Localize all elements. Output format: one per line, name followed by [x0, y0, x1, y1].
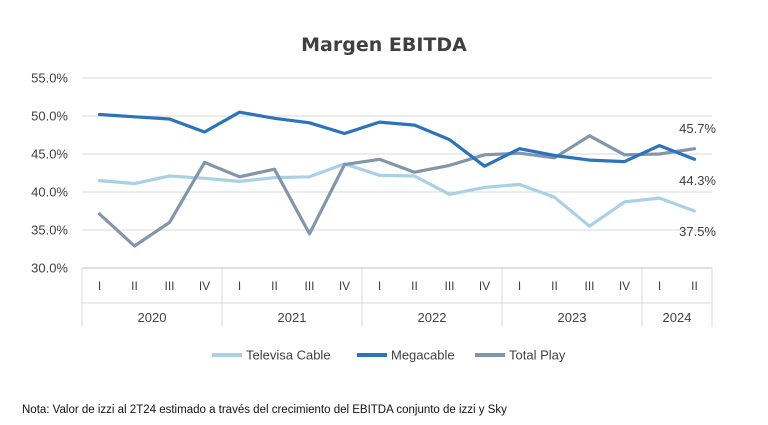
end-value-label: 44.3%: [679, 173, 716, 188]
x-tick-label: I: [518, 279, 521, 293]
y-tick-label: 50.0%: [31, 109, 68, 124]
x-tick-label: I: [98, 279, 101, 293]
year-label: 2023: [558, 310, 587, 325]
x-tick-label: III: [164, 279, 174, 293]
x-tick-label: IV: [619, 279, 630, 293]
series-line-megacable: [97, 110, 697, 168]
x-tick-label: II: [691, 279, 698, 293]
x-tick-label: II: [271, 279, 278, 293]
year-label: 2021: [278, 310, 307, 325]
x-tick-label: III: [444, 279, 454, 293]
year-label: 2024: [663, 310, 692, 325]
chart-title: Margen EBITDA: [301, 34, 467, 56]
x-tick-label: II: [551, 279, 558, 293]
legend-label: Televisa Cable: [246, 348, 331, 363]
x-tick-label: IV: [199, 279, 210, 293]
y-tick-label: 40.0%: [31, 185, 68, 200]
footnote: Nota: Valor de izzi al 2T24 estimado a t…: [22, 404, 507, 416]
y-axis: 30.0% 35.0% 40.0% 45.0% 50.0% 55.0%: [31, 71, 68, 276]
legend: Televisa Cable Megacable Total Play: [212, 348, 566, 363]
end-labels: 45.7% 44.3% 37.5%: [679, 121, 716, 239]
x-tick-label: I: [238, 279, 241, 293]
y-tick-label: 55.0%: [31, 71, 68, 86]
gridlines: [82, 77, 712, 269]
year-label: 2022: [418, 310, 447, 325]
ebitda-margin-chart: Margen EBITDA 30.0% 35.0% 40.0% 45.0% 50.0% 5…: [31, 34, 716, 363]
year-label: 2020: [138, 310, 167, 325]
x-tick-label: III: [584, 279, 594, 293]
series-lines: [97, 110, 697, 248]
series-line-total-play: [97, 134, 697, 248]
x-tick-label: IV: [479, 279, 490, 293]
x-tick-label: I: [378, 279, 381, 293]
legend-label: Megacable: [391, 348, 455, 363]
end-value-label: 37.5%: [679, 224, 716, 239]
legend-label: Total Play: [509, 348, 566, 363]
series-line-televisa-cable: [97, 162, 697, 228]
y-tick-label: 35.0%: [31, 223, 68, 238]
x-tick-label: I: [658, 279, 661, 293]
y-tick-label: 30.0%: [31, 261, 68, 276]
x-tick-label: IV: [339, 279, 350, 293]
x-tick-label: II: [411, 279, 418, 293]
x-tick-label: III: [304, 279, 314, 293]
end-value-label: 45.7%: [679, 121, 716, 136]
x-tick-label: II: [131, 279, 138, 293]
y-tick-label: 45.0%: [31, 147, 68, 162]
